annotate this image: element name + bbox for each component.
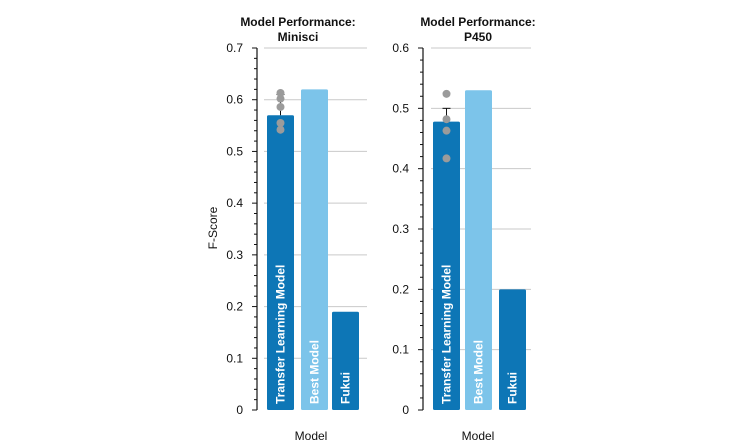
bar-fukui	[499, 289, 526, 410]
data-point	[442, 154, 451, 163]
y-tick-label: 0.3	[226, 248, 243, 262]
y-tick-label: 0.4	[226, 196, 243, 210]
x-axis-label: Model	[462, 429, 495, 442]
bar-best-model	[301, 89, 328, 410]
data-point	[276, 125, 285, 134]
data-point	[442, 126, 451, 135]
chart-panel-p450: Model Performance: P450 Model 0 0.1 0.2 0.3…	[392, 15, 535, 442]
bar-label: Fukui	[506, 372, 520, 404]
data-point	[276, 88, 285, 97]
y-tick-label: 0.5	[392, 101, 409, 115]
y-tick-label: 0	[236, 403, 243, 417]
y-tick-label: 0.6	[392, 41, 409, 55]
y-tick-label: 0.4	[392, 162, 409, 176]
y-tick-label: 0.5	[226, 144, 243, 158]
bar-best-model	[465, 90, 492, 410]
y-tick-label: 0.6	[226, 93, 243, 107]
bar-transfer-learning-model	[267, 115, 294, 410]
chart-title-line1: Model Performance:	[420, 15, 535, 29]
bar-transfer-learning-model	[433, 121, 460, 411]
bar-label: Best Model	[472, 340, 486, 404]
y-tick-label: 0.2	[392, 282, 409, 296]
bar-fukui	[332, 311, 359, 410]
data-point	[442, 89, 451, 98]
chart-title-line1: Model Performance:	[240, 15, 355, 29]
y-tick-label: 0.2	[226, 300, 243, 314]
x-axis-label: Model	[295, 429, 328, 442]
bar-label: Best Model	[308, 340, 322, 404]
data-point	[276, 94, 285, 103]
y-tick-label: 0.3	[392, 222, 409, 236]
data-point	[276, 102, 285, 111]
data-point	[276, 118, 285, 127]
y-tick-label: 0.1	[226, 351, 243, 365]
chart-panel-minisci: Model Performance: Minisci F-Score Model…	[206, 15, 367, 442]
y-tick-label: 0.1	[392, 343, 409, 357]
bar-label: Transfer Learning Model	[274, 265, 288, 404]
y-tick-label: 0.7	[226, 41, 243, 55]
chart-title-line2: P450	[464, 30, 492, 44]
y-tick-label: 0	[402, 403, 409, 417]
bar-label: Fukui	[339, 372, 353, 404]
data-point	[442, 115, 451, 124]
bar-label: Transfer Learning Model	[440, 265, 454, 404]
chart-title-line2: Minisci	[278, 30, 319, 44]
y-axis-label: F-Score	[206, 206, 220, 249]
